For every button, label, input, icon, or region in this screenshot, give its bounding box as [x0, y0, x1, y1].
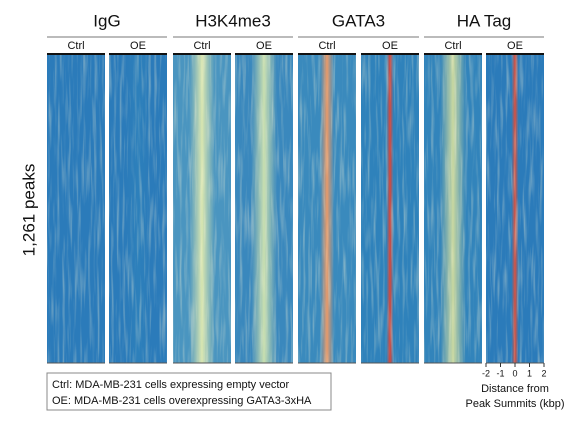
tick-label: 1	[527, 368, 532, 378]
heatmap-texture	[486, 55, 544, 363]
heatmap-texture	[47, 55, 105, 363]
tick-label: 0	[512, 368, 517, 378]
condition-label: Ctrl	[67, 40, 84, 52]
group-title: IgG	[93, 11, 120, 30]
condition-label: Ctrl	[444, 40, 461, 52]
group-title: HA Tag	[457, 11, 512, 30]
tick-label: -2	[482, 368, 490, 378]
heatmap-texture	[424, 55, 482, 363]
x-axis-label: Distance from	[481, 383, 549, 395]
heatmap-texture	[361, 55, 419, 363]
condition-label: Ctrl	[193, 40, 210, 52]
legend-box	[46, 372, 332, 411]
legend-line: Ctrl: MDA-MB-231 cells expressing empty …	[52, 379, 290, 391]
condition-label: Ctrl	[318, 40, 335, 52]
group-title: GATA3	[332, 11, 385, 30]
condition-label: OE	[507, 40, 523, 52]
legend-line: OE: MDA-MB-231 cells overexpressing GATA…	[52, 395, 312, 407]
condition-label: OE	[382, 40, 398, 52]
condition-label: OE	[130, 40, 146, 52]
group-title: H3K4me3	[195, 11, 271, 30]
condition-label: OE	[256, 40, 272, 52]
heatmap-texture	[109, 55, 167, 363]
x-axis-label: Peak Summits (kbp)	[465, 398, 564, 410]
tick-label: -1	[496, 368, 504, 378]
heatmap-texture	[235, 55, 293, 363]
heatmap-texture	[173, 55, 231, 363]
y-label: 1,261 peaks	[19, 164, 38, 257]
tick-label: 2	[541, 368, 546, 378]
heatmap-texture	[298, 55, 356, 363]
